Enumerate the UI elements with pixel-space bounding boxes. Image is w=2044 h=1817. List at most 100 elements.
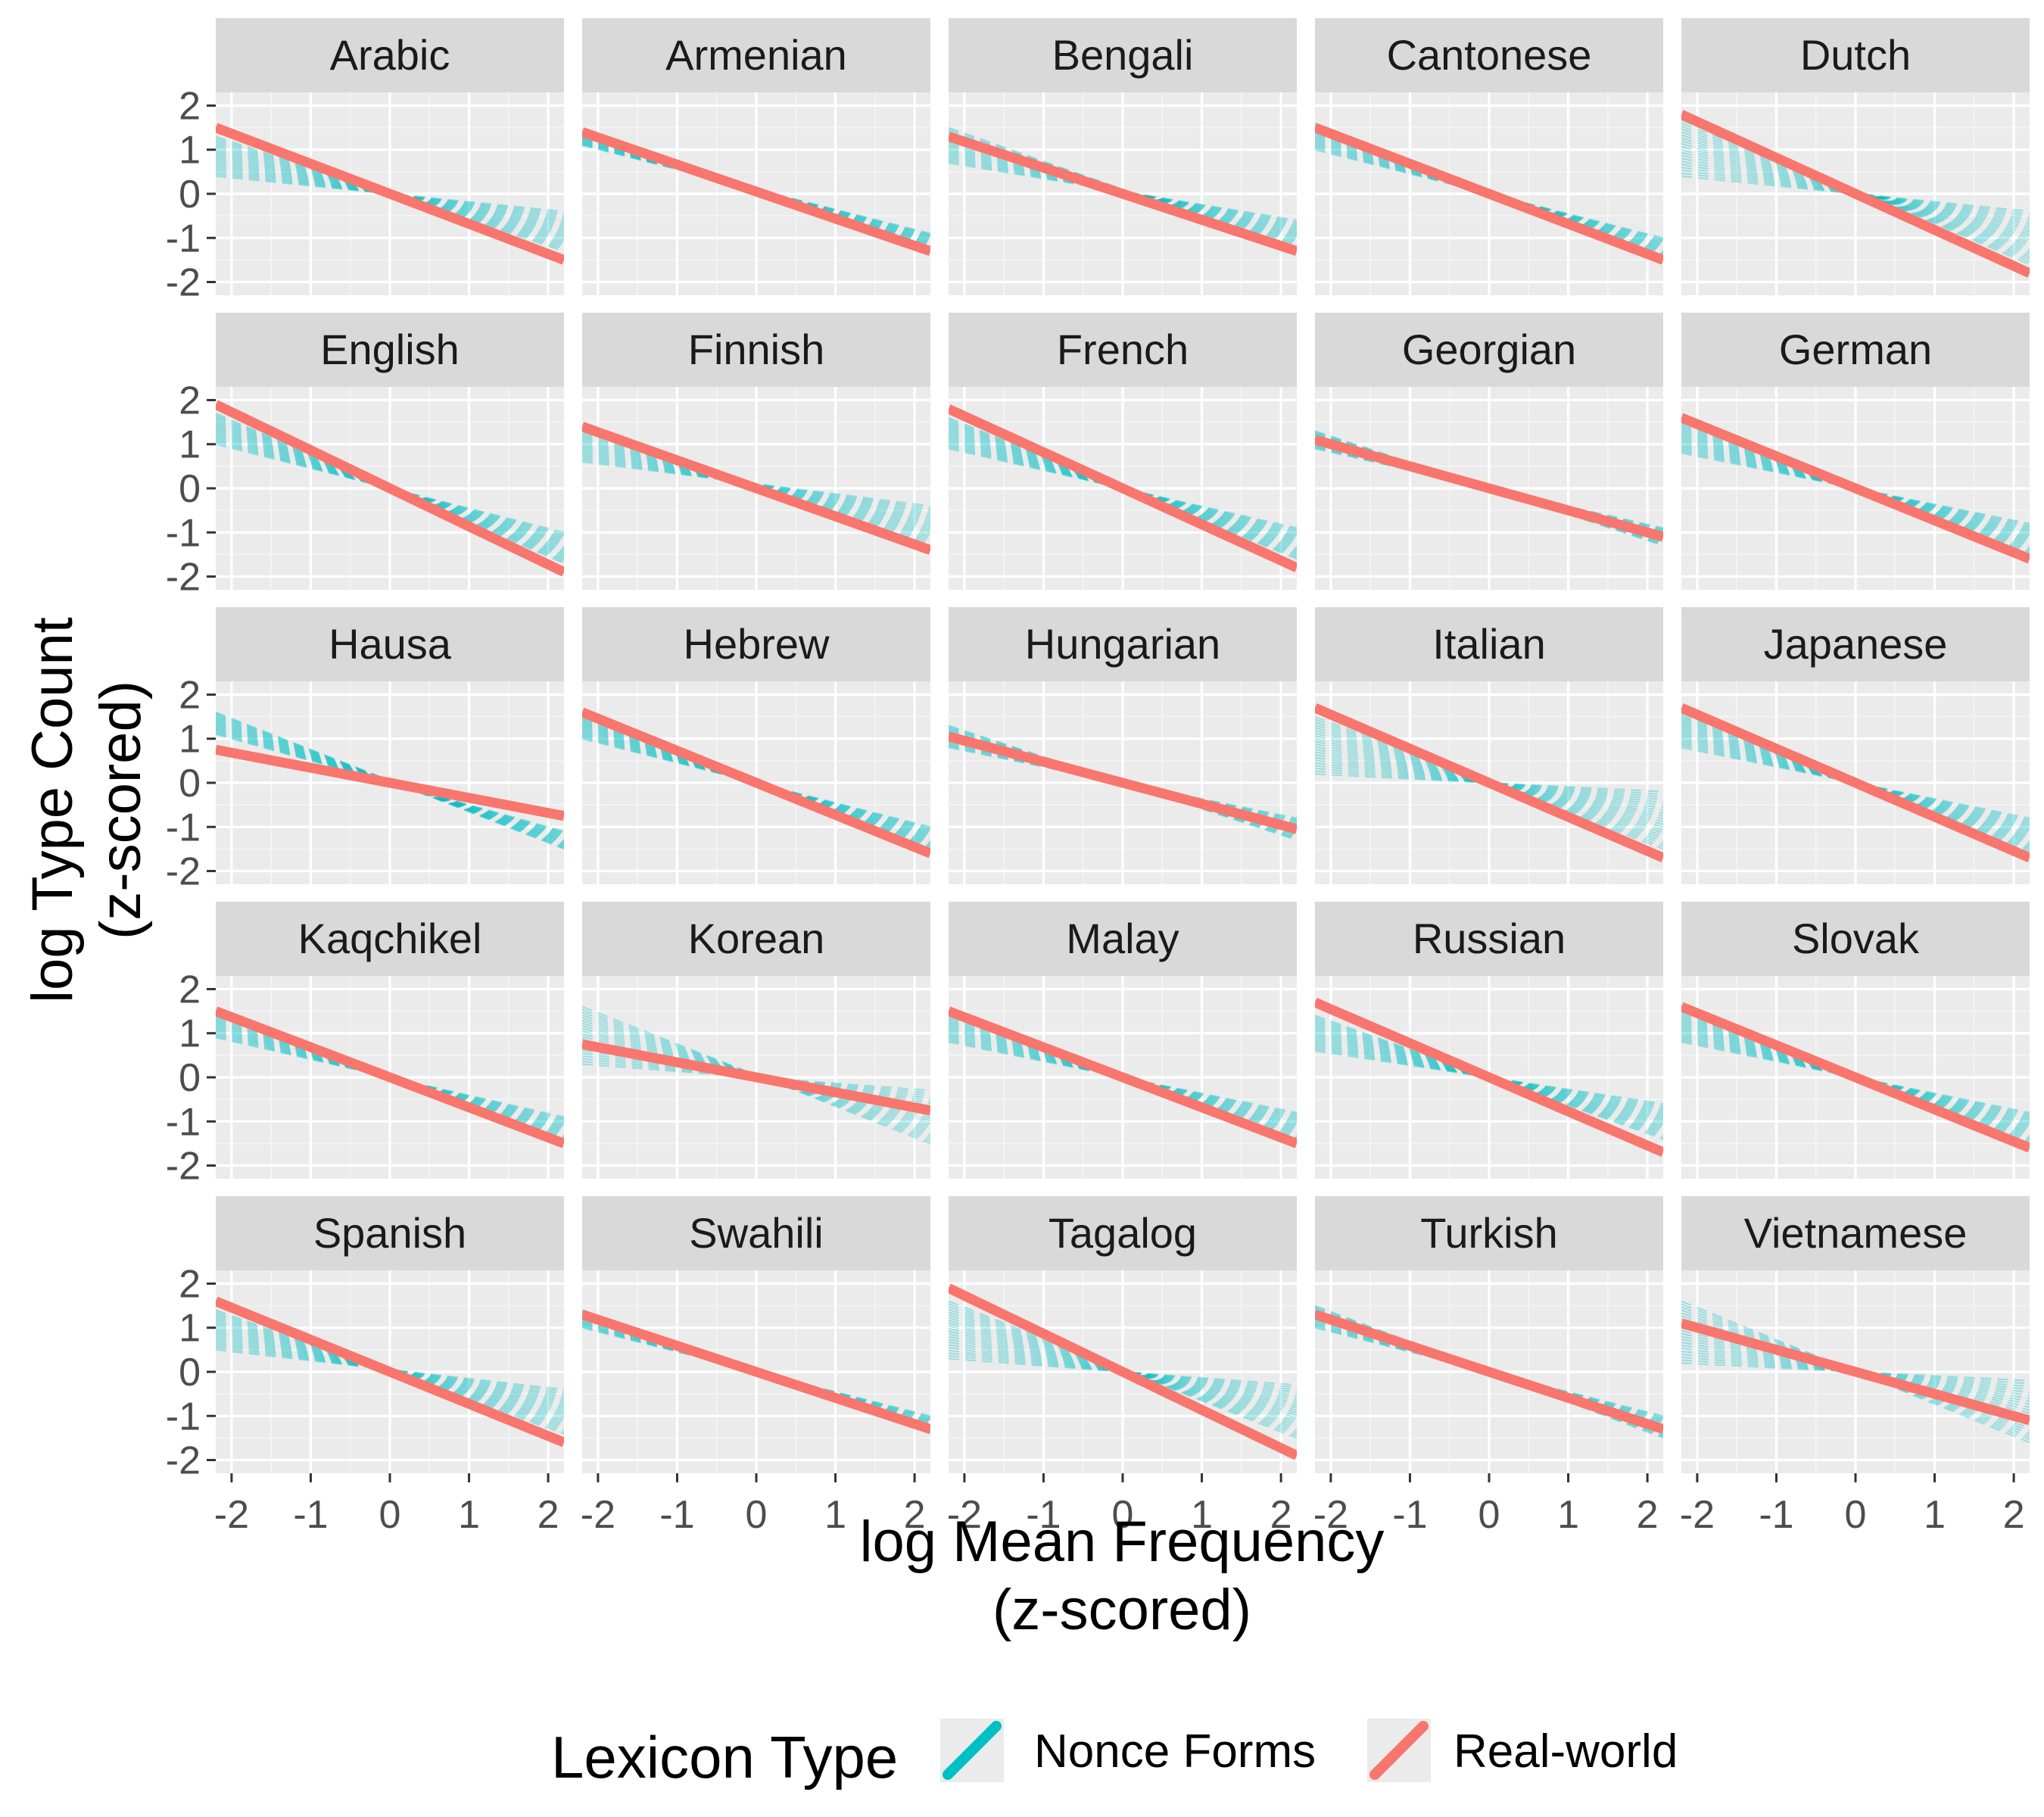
real-line-group-slovak <box>1681 1002 2030 1153</box>
nonce-line-hausa-15 <box>216 727 564 837</box>
y-tick-label: -2 <box>166 261 201 305</box>
x-axis-ticks: -2 -1 0 1 2 -2 -1 0 1 2 -2 -1 0 1 2 -2 -1 0 1 2 -2 -1 0 1 2 <box>214 1473 2025 1537</box>
nonce-line-russian-6 <box>1315 1024 1663 1130</box>
grid-arabic <box>216 92 564 295</box>
nonce-line-malay-20 <box>949 1039 1297 1115</box>
grid-spanish <box>216 1270 564 1473</box>
real-line-cantonese <box>1315 123 1663 265</box>
facet-panels: Arabic Armenian Bengali Cantonese Dutch Engli… <box>216 18 2030 1473</box>
nonce-line-hausa-18 <box>216 730 564 835</box>
nonce-line-italian-8 <box>1315 737 1663 828</box>
nonce-line-french-19 <box>949 444 1297 532</box>
strip-label-finnish: Finnish <box>688 326 825 373</box>
nonce-line-english-17 <box>216 437 564 540</box>
legend: Lexicon Type Nonce Forms Real-world <box>551 1719 1678 1791</box>
nonce-line-english-19 <box>216 440 564 537</box>
strip-french <box>949 313 1297 387</box>
x-tick-label: 0 <box>746 1493 768 1537</box>
strip-slovak <box>1681 902 2030 976</box>
x-tick-label: 0 <box>1478 1493 1500 1537</box>
nonce-line-malay-19 <box>949 1038 1297 1117</box>
nonce-line-swahili-19 <box>582 1325 930 1419</box>
x-tick-label: 0 <box>379 1493 401 1537</box>
nonce-line-english-16 <box>216 435 564 541</box>
nonce-line-german-13 <box>1681 440 2030 537</box>
nonce-line-bengali-17 <box>949 155 1297 227</box>
x-tick-label: 2 <box>537 1493 559 1537</box>
nonce-line-slovak-11 <box>1681 1026 2030 1129</box>
nonce-line-english-13 <box>216 432 564 545</box>
nonce-line-malay-13 <box>949 1029 1297 1126</box>
nonce-line-italian-6 <box>1315 732 1663 834</box>
nonce-line-korean-11 <box>582 1036 930 1117</box>
strip-label-english: English <box>320 326 460 373</box>
nonce-line-hausa-17 <box>216 729 564 836</box>
nonce-line-armenian-16 <box>582 141 930 239</box>
nonce-line-hungarian-18 <box>949 743 1297 822</box>
x-tick-label: -1 <box>1759 1493 1793 1537</box>
nonce-line-armenian-19 <box>582 143 930 236</box>
nonce-line-italian-9 <box>1315 740 1663 826</box>
nonce-line-cantonese-10 <box>1315 135 1663 251</box>
nonce-line-japanese-15 <box>1681 737 2030 829</box>
nonce-line-arabic-4 <box>216 143 564 245</box>
nonce-line-dutch-7 <box>1681 134 2030 248</box>
nonce-line-korean-6 <box>582 1022 930 1130</box>
nonce-line-arabic-8 <box>216 151 564 237</box>
nonce-line-georgian-21 <box>1315 447 1663 529</box>
y-tick-label: -2 <box>166 1145 201 1189</box>
nonce-line-russian-17 <box>1315 1043 1663 1111</box>
real-line-japanese <box>1681 703 2030 863</box>
nonce-line-hausa-21 <box>216 733 564 833</box>
strip-kaqchikel <box>216 902 564 976</box>
x-tick-label: -2 <box>581 1493 615 1537</box>
nonce-line-slovak-12 <box>1681 1027 2030 1127</box>
nonce-line-swahili-21 <box>582 1326 930 1417</box>
nonce-line-hebrew-18 <box>582 734 930 831</box>
y-tick-label: -1 <box>166 806 201 849</box>
y-tick-label: -1 <box>166 217 201 260</box>
legend-key-nonce <box>940 1719 1004 1782</box>
grid-cantonese <box>1315 92 1663 295</box>
real-line-group-tagalog <box>949 1283 1297 1460</box>
nonce-line-dutch-12 <box>1681 148 2030 235</box>
panel-russian: Russian <box>1315 902 1663 1179</box>
strip-label-tagalog: Tagalog <box>1048 1209 1197 1257</box>
strip-tagalog <box>949 1196 1297 1270</box>
nonce-line-bengali-5 <box>949 135 1297 245</box>
strip-label-french: French <box>1057 326 1189 373</box>
real-line-group-turkish <box>1315 1310 1663 1434</box>
x-tick-label: 1 <box>458 1493 480 1537</box>
x-tick-label: -2 <box>1680 1493 1715 1537</box>
grid-italian <box>1315 681 1663 884</box>
nonce-line-hebrew-9 <box>582 725 930 840</box>
nonce-line-slovak-21 <box>1681 1041 2030 1114</box>
nonce-line-hebrew-13 <box>582 729 930 837</box>
real-line-group-spanish <box>216 1296 564 1448</box>
nonce-line-cantonese-19 <box>1315 146 1663 242</box>
nonce-line-russian-10 <box>1315 1031 1663 1124</box>
real-line-group-swahili <box>582 1310 930 1434</box>
x-tick-label: 0 <box>1845 1493 1867 1537</box>
nonce-line-malay-15 <box>949 1032 1297 1123</box>
y-tick-label: 2 <box>179 968 201 1011</box>
real-line-group-hebrew <box>582 707 930 859</box>
strip-label-hausa: Hausa <box>329 620 452 668</box>
nonce-line-hebrew-21 <box>582 737 930 828</box>
nonce-line-hausa-13 <box>216 725 564 840</box>
nonce-line-russian-15 <box>1315 1039 1663 1115</box>
nonce-line-bengali-4 <box>949 133 1297 247</box>
nonce-line-bengali-16 <box>949 154 1297 229</box>
nonce-line-german-12 <box>1681 438 2030 538</box>
nonce-line-georgian-1 <box>1315 431 1663 546</box>
nonce-line-spanish-8 <box>216 1324 564 1418</box>
real-line-group-finnish <box>582 422 930 555</box>
strip-label-japanese: Japanese <box>1764 620 1948 668</box>
grid-kaqchikel <box>216 976 564 1179</box>
nonce-line-slovak-20 <box>1681 1039 2030 1115</box>
x-tick-label: 2 <box>1270 1493 1292 1537</box>
real-line-kaqchikel <box>216 1006 564 1148</box>
nonce-line-turkish-19 <box>1315 1324 1663 1420</box>
nonce-line-french-11 <box>949 433 1297 544</box>
